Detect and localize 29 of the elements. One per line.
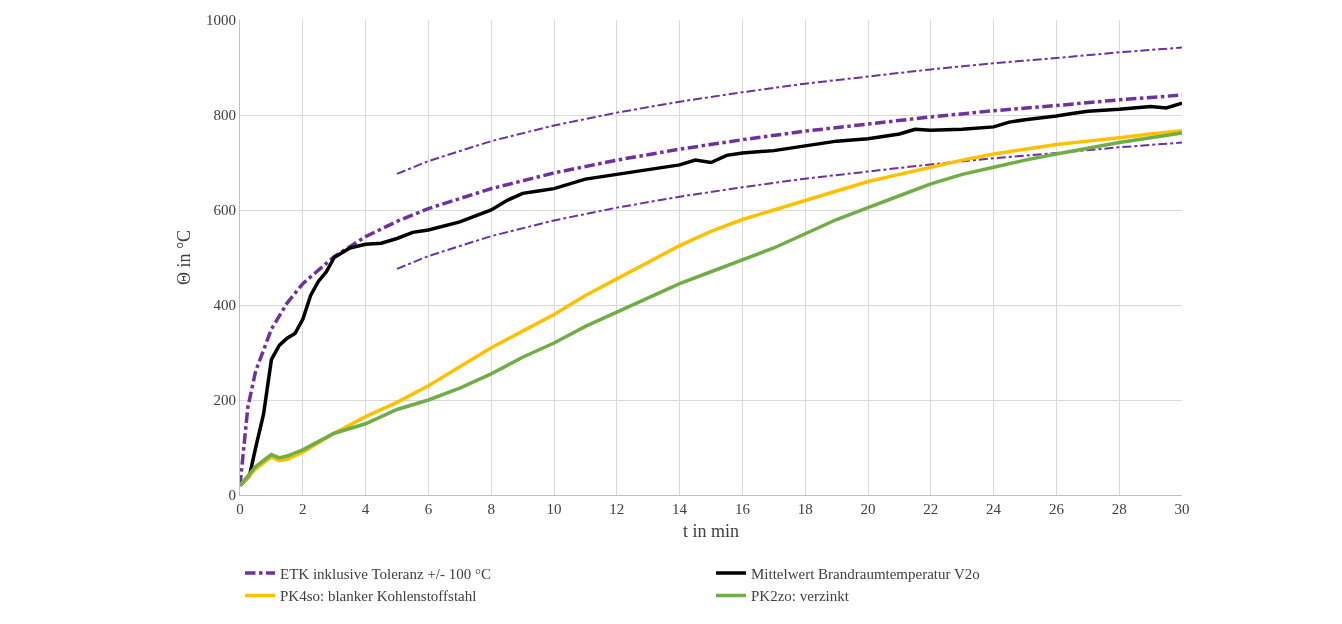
x-tick-label: 24 xyxy=(986,501,1002,517)
y-tick-label: 200 xyxy=(213,392,236,409)
legend-label: PK4so: blanker Kohlenstoffstahl xyxy=(280,588,477,605)
x-tick-label: 28 xyxy=(1111,501,1127,517)
x-tick-label: 16 xyxy=(734,501,751,517)
x-tick-label: 4 xyxy=(361,501,370,517)
x-tick-label: 6 xyxy=(424,501,433,517)
x-tick-label: 20 xyxy=(860,501,876,517)
y-tick-label: 600 xyxy=(213,202,236,219)
x-tick-label: 12 xyxy=(609,501,625,517)
x-axis-title: t in min xyxy=(682,521,740,542)
x-tick-label: 8 xyxy=(487,501,495,517)
x-tick-label: 18 xyxy=(797,501,813,517)
legend-label: PK2zo: verzinkt xyxy=(751,588,850,605)
legend-label: Mittelwert Brandraumtemperatur V2o xyxy=(751,565,980,582)
y-tick-label: 400 xyxy=(213,297,236,314)
y-tick-label: 800 xyxy=(213,107,236,124)
y-axis-title: Θ in °C xyxy=(174,229,195,286)
legend-label: ETK inklusive Toleranz +/- 100 °C xyxy=(280,565,492,582)
line-series xyxy=(396,141,1182,270)
line-series xyxy=(396,46,1182,175)
x-tick-label: 26 xyxy=(1048,501,1065,517)
x-tick-label: 14 xyxy=(672,501,688,517)
x-tick-label: 22 xyxy=(923,501,939,517)
x-tick-label: 10 xyxy=(546,501,562,517)
y-tick-label: 1000 xyxy=(206,12,236,29)
x-tick-label: 2 xyxy=(299,501,307,517)
y-tick-label: 0 xyxy=(228,487,236,504)
x-tick-label: 30 xyxy=(1174,501,1190,517)
